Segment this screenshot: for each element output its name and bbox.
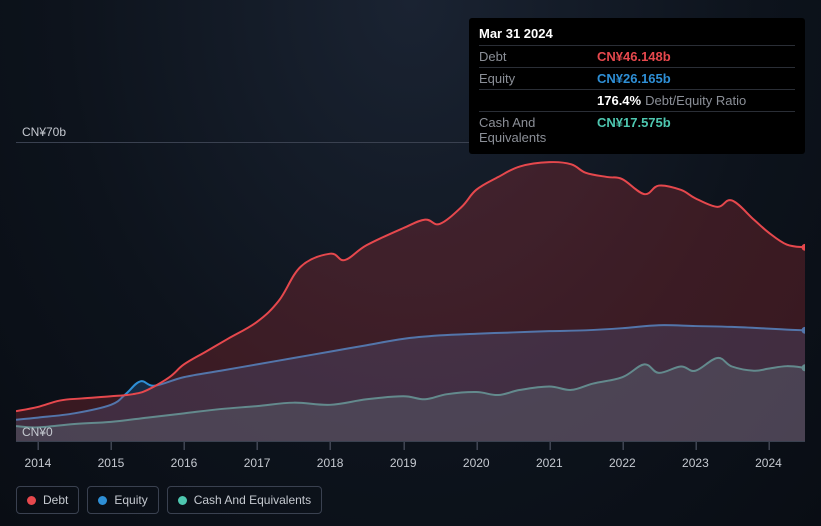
x-axis-tick: 2021	[536, 456, 563, 470]
legend-item-equity[interactable]: Equity	[87, 486, 158, 514]
chart-tooltip: Mar 31 2024 Debt CN¥46.148b Equity CN¥26…	[469, 18, 805, 154]
x-axis-tick: 2019	[390, 456, 417, 470]
x-axis-tick: 2018	[317, 456, 344, 470]
tooltip-ratio-value: 176.4%	[597, 93, 641, 108]
tooltip-value: 176.4% Debt/Equity Ratio	[597, 93, 746, 108]
chart-legend: Debt Equity Cash And Equivalents	[16, 486, 322, 514]
tooltip-value: CN¥46.148b	[597, 49, 671, 64]
x-axis-tick: 2023	[682, 456, 709, 470]
x-axis-tick: 2016	[171, 456, 198, 470]
x-axis-tick: 2017	[244, 456, 271, 470]
tooltip-value: CN¥26.165b	[597, 71, 671, 86]
chart-svg	[16, 143, 805, 441]
x-axis-tick: 2015	[98, 456, 125, 470]
legend-label: Equity	[114, 493, 147, 507]
tooltip-label: Debt	[479, 49, 597, 64]
tooltip-date: Mar 31 2024	[479, 26, 795, 45]
tooltip-label: Equity	[479, 71, 597, 86]
x-axis-tick: 2014	[25, 456, 52, 470]
tooltip-row-ratio: 176.4% Debt/Equity Ratio	[479, 89, 795, 111]
x-axis: 2014201520162017201820192020202120222023…	[16, 442, 805, 462]
tooltip-value: CN¥17.575b	[597, 115, 671, 145]
legend-dot-icon	[98, 496, 107, 505]
legend-item-cash[interactable]: Cash And Equivalents	[167, 486, 322, 514]
tooltip-ratio-sub: Debt/Equity Ratio	[645, 93, 746, 108]
legend-dot-icon	[27, 496, 36, 505]
x-axis-tick: 2020	[463, 456, 490, 470]
tooltip-label	[479, 93, 597, 108]
legend-label: Debt	[43, 493, 68, 507]
y-axis-max-label: CN¥70b	[22, 125, 66, 139]
x-axis-tick: 2022	[609, 456, 636, 470]
legend-dot-icon	[178, 496, 187, 505]
tooltip-row-equity: Equity CN¥26.165b	[479, 67, 795, 89]
tooltip-row-debt: Debt CN¥46.148b	[479, 45, 795, 67]
chart-container: Mar 31 2024 Debt CN¥46.148b Equity CN¥26…	[0, 0, 821, 526]
legend-label: Cash And Equivalents	[194, 493, 311, 507]
tooltip-row-cash: Cash And Equivalents CN¥17.575b	[479, 111, 795, 148]
chart-plot-area[interactable]	[16, 142, 805, 442]
y-axis-min-label: CN¥0	[22, 425, 53, 439]
tooltip-label: Cash And Equivalents	[479, 115, 597, 145]
x-axis-tick: 2024	[755, 456, 782, 470]
legend-item-debt[interactable]: Debt	[16, 486, 79, 514]
